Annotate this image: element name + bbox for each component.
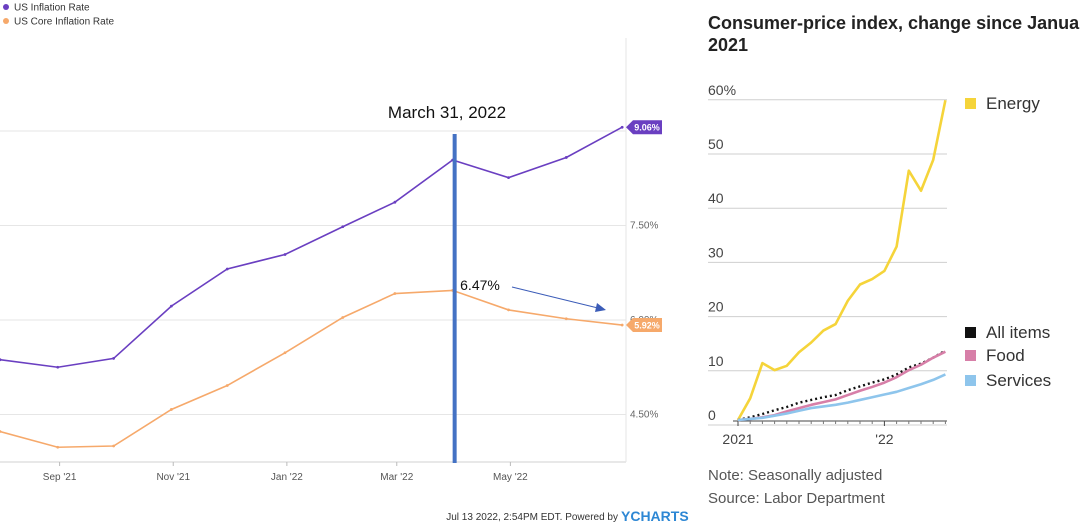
ycharts-logo: YCHARTS bbox=[621, 508, 689, 524]
data-point bbox=[56, 365, 60, 369]
march-2022-marker: March 31, 2022 6.47% bbox=[388, 103, 606, 463]
inflation-end-badge: 9.06% bbox=[626, 120, 662, 135]
data-point bbox=[620, 125, 624, 129]
end-label: 5.92% bbox=[634, 321, 660, 331]
cpi-y-tick-label: 60% bbox=[708, 82, 736, 98]
data-point bbox=[0, 358, 2, 362]
end-badge-shape bbox=[626, 120, 662, 135]
left-x-tick-label: May '22 bbox=[493, 472, 528, 483]
cpi-x-tick-label: '22 bbox=[875, 431, 893, 447]
data-point bbox=[341, 316, 345, 319]
left-x-tick-label: Jan '22 bbox=[271, 472, 303, 483]
marker-date-label: March 31, 2022 bbox=[388, 103, 506, 122]
cpi-y-tick-label: 10 bbox=[708, 353, 724, 369]
cpi-note: Note: Seasonally adjusted bbox=[708, 467, 882, 484]
data-point bbox=[283, 351, 287, 355]
data-point bbox=[169, 304, 173, 308]
cpi-legend-label: Energy bbox=[986, 94, 1040, 113]
cpi-legend-label: Food bbox=[986, 346, 1025, 365]
ycharts-logo-text: YCHARTS bbox=[621, 508, 689, 524]
cpi-y-tick-label: 0 bbox=[708, 407, 716, 423]
left-gridlines bbox=[0, 38, 627, 466]
annotation-arrow bbox=[511, 286, 603, 310]
left-x-tick-label: Mar '22 bbox=[380, 472, 413, 483]
cpi-y-tick-label: 30 bbox=[708, 244, 724, 260]
cpi-legend-swatch bbox=[965, 375, 976, 386]
data-point bbox=[564, 156, 568, 159]
cpi-legend-label: Services bbox=[986, 371, 1051, 390]
cpi-y-tick-label: 40 bbox=[708, 190, 724, 206]
cpi-gridlines bbox=[708, 99, 947, 426]
legend-dot bbox=[3, 4, 9, 10]
data-point bbox=[507, 308, 510, 312]
data-point bbox=[564, 317, 568, 321]
end-badge-shape bbox=[626, 318, 662, 333]
left-x-tick-label: Sep '21 bbox=[43, 472, 77, 483]
left-x-tick-label: Nov '21 bbox=[156, 472, 190, 483]
cpi-series-energy bbox=[736, 99, 947, 421]
cpi-series-lines bbox=[736, 99, 947, 422]
left-y-tick-label: 7.50% bbox=[630, 221, 658, 232]
data-point bbox=[56, 445, 60, 449]
cpi-chart-title: Consumer-price index, change since Janua… bbox=[708, 13, 1080, 55]
series-line-core bbox=[0, 289, 623, 449]
cpi-chart-text: Consumer-price index, change since Janua… bbox=[708, 13, 1080, 507]
cpi-series-services bbox=[737, 373, 946, 422]
data-point bbox=[169, 408, 173, 411]
series-line-inflation bbox=[0, 126, 623, 369]
cpi-series-all-items bbox=[737, 349, 947, 422]
cpi-x-tick-label: 2021 bbox=[722, 431, 753, 447]
left-y-tick-label: 4.50% bbox=[630, 410, 658, 421]
left-series-lines bbox=[0, 125, 624, 449]
data-point bbox=[112, 444, 116, 448]
footer-timestamp: Jul 13 2022, 2:54PM EDT. Powered by bbox=[446, 512, 618, 523]
data-point bbox=[283, 253, 287, 256]
data-point bbox=[112, 357, 116, 360]
left-chart-text: Sep '21 Nov '21 Jan '22 Mar '22 May '22 7.50%… bbox=[3, 3, 689, 524]
cpi-legend-swatch bbox=[965, 327, 976, 338]
cpi-y-tick-label: 50 bbox=[708, 136, 724, 152]
core-value-annotation: 6.47% bbox=[460, 277, 500, 293]
cpi-legend-swatch bbox=[965, 350, 976, 361]
cpi-y-tick-label: 20 bbox=[708, 299, 724, 315]
cpi-source: Source: Labor Department bbox=[708, 490, 886, 507]
data-point bbox=[507, 176, 510, 180]
legend-label: US Core Inflation Rate bbox=[14, 17, 114, 28]
data-point bbox=[341, 225, 345, 229]
data-point bbox=[0, 430, 2, 433]
data-point bbox=[393, 292, 397, 295]
cpi-legend-swatch bbox=[965, 98, 976, 109]
cpi-legend-label: All items bbox=[986, 323, 1050, 342]
data-point bbox=[225, 384, 229, 387]
end-label: 9.06% bbox=[634, 123, 660, 133]
legend-dot bbox=[3, 18, 9, 24]
legend-label: US Inflation Rate bbox=[14, 3, 90, 14]
annotation-arrowhead bbox=[595, 303, 606, 312]
data-point bbox=[620, 323, 624, 327]
data-point bbox=[393, 200, 397, 204]
core-end-badge: 5.92% bbox=[626, 318, 662, 333]
data-point bbox=[225, 267, 229, 271]
